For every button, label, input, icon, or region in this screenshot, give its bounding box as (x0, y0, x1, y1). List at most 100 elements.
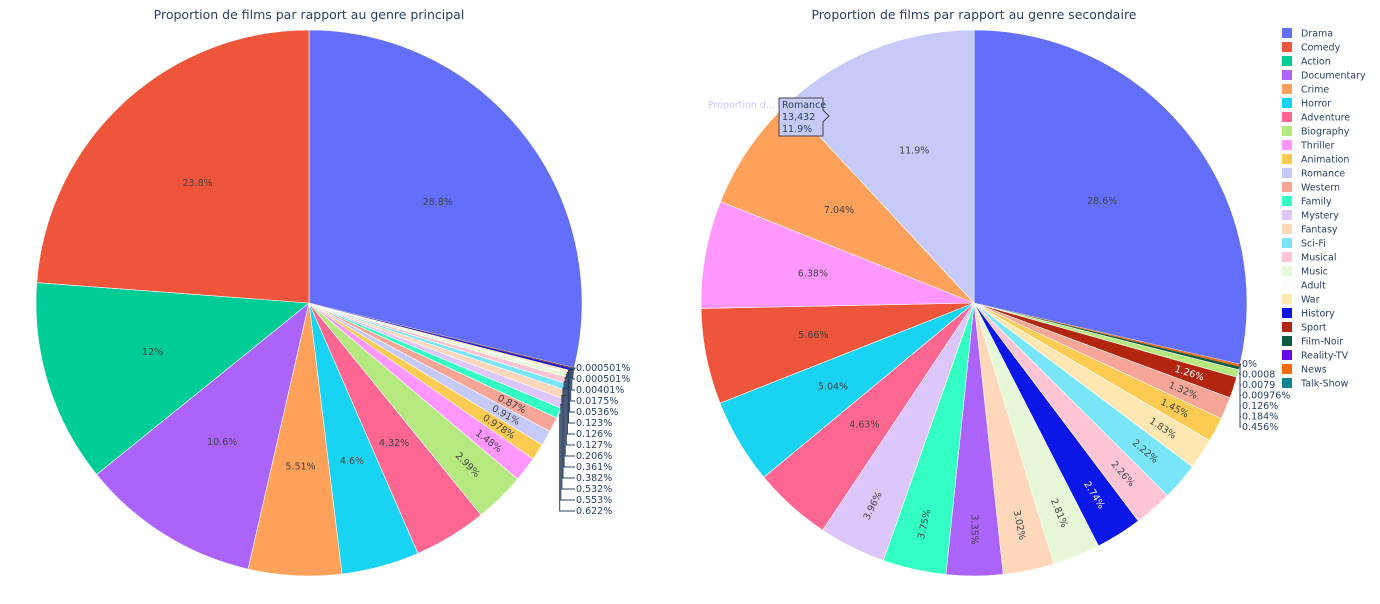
legend-item-musical[interactable]: Musical (1282, 252, 1337, 264)
legend-label: Romance (1301, 169, 1345, 180)
legend-item-adventure[interactable]: Adventure (1282, 112, 1350, 124)
slice-label-drama: 28.8% (423, 197, 453, 208)
hover-trace-name: Proportion d... (708, 100, 775, 111)
legend-item-adult[interactable]: Adult (1282, 280, 1326, 292)
slice-label-adventure: 4.63% (849, 420, 879, 431)
legend-swatch (1282, 154, 1292, 164)
pie-slice-talk-show[interactable] (309, 303, 575, 368)
pie-slice-news[interactable] (974, 303, 1240, 367)
legend-item-comedy[interactable]: Comedy (1282, 42, 1341, 54)
legend-label: Biography (1301, 127, 1350, 138)
leader-line (562, 387, 575, 479)
legend-label: Animation (1301, 155, 1349, 166)
legend-label: Talk-Show (1300, 379, 1348, 390)
legend-label: News (1301, 365, 1327, 376)
legend-swatch (1282, 280, 1292, 290)
legend-item-family[interactable]: Family (1282, 196, 1332, 208)
legend-item-reality-tv[interactable]: Reality-TV (1282, 350, 1349, 362)
leader-line (561, 394, 575, 490)
legend-swatch (1282, 56, 1292, 66)
legend-swatch (1282, 98, 1292, 108)
legend-label: War (1301, 295, 1320, 306)
slice-label-crime: 7.04% (824, 205, 854, 216)
legend-item-music[interactable]: Music (1282, 266, 1328, 278)
legend-item-sport[interactable]: Sport (1282, 322, 1327, 334)
legend-item-history[interactable]: History (1282, 308, 1335, 320)
legend-swatch (1282, 210, 1292, 220)
slice-label-fantasy: 0.532% (576, 484, 612, 495)
pie-slice-action[interactable] (35, 282, 310, 475)
legend-item-war[interactable]: War (1282, 294, 1320, 306)
slice-label-talk-show: 0.000501% (576, 363, 630, 374)
legend-item-romance[interactable]: Romance (1282, 168, 1345, 180)
legend-item-film-noir[interactable]: Film-Noir (1282, 336, 1343, 348)
pie-slice-history[interactable] (309, 303, 574, 372)
slice-label-romance: 11.9% (899, 146, 929, 157)
leader-line (568, 369, 575, 424)
legend-item-crime[interactable]: Crime (1282, 84, 1329, 96)
pie-slice-romance[interactable] (787, 29, 975, 304)
legend-item-sci-fi[interactable]: Sci-Fi (1282, 238, 1326, 250)
legend-swatch (1282, 126, 1292, 136)
pie-slice-war[interactable] (309, 303, 574, 374)
legend-swatch (1282, 350, 1292, 360)
pie-slice-reality-tv[interactable] (309, 303, 575, 368)
leader-line (563, 381, 575, 468)
slice-label-biography: 0.456% (1242, 422, 1278, 433)
pie-slice-reality-tv[interactable] (974, 303, 1241, 365)
pie-slice-documentary[interactable] (96, 302, 310, 570)
pie-slice-drama[interactable] (308, 29, 583, 369)
legend-item-biography[interactable]: Biography (1282, 126, 1350, 138)
legend-label: Adventure (1301, 113, 1350, 124)
legend-item-western[interactable]: Western (1282, 182, 1340, 194)
chart-title-primary: Proportion de films par rapport au genre… (154, 7, 465, 22)
pie-slice-drama[interactable] (973, 29, 1248, 365)
legend-item-fantasy[interactable]: Fantasy (1282, 224, 1338, 236)
legend-swatch (1282, 224, 1292, 234)
slice-label-adult: 0.127% (576, 440, 612, 451)
pie-slice-talk-show[interactable] (974, 303, 1241, 365)
legend-label: Mystery (1301, 211, 1339, 222)
legend-label: Music (1301, 267, 1328, 278)
legend-item-action[interactable]: Action (1282, 56, 1331, 68)
legend-label: Western (1301, 183, 1340, 194)
slice-label-comedy: 23.8% (183, 178, 213, 189)
slice-label-talk-show: 0.0008 (1242, 370, 1275, 381)
legend-label: Adult (1301, 281, 1326, 292)
pie-slice-sport[interactable] (309, 303, 575, 369)
legend-swatch (1282, 336, 1292, 346)
legend-item-talk-show[interactable]: Talk-Show (1282, 378, 1348, 390)
legend-label: Family (1301, 197, 1332, 208)
slice-label-crime: 5.51% (285, 462, 315, 473)
legend-item-animation[interactable]: Animation (1282, 154, 1349, 166)
legend-item-documentary[interactable]: Documentary (1282, 70, 1366, 82)
legend-label: Film-Noir (1301, 337, 1343, 348)
pie-slice-comedy[interactable] (36, 29, 310, 304)
slice-label-adventure: 4.32% (379, 438, 409, 449)
slice-label-documentary: 3.35% (968, 514, 979, 544)
slice-label-news: 0.000501% (576, 374, 630, 385)
legend-label: Crime (1301, 85, 1329, 96)
legend-item-horror[interactable]: Horror (1282, 98, 1331, 110)
legend-label: Sci-Fi (1301, 239, 1326, 250)
legend-label: Thriller (1300, 141, 1334, 152)
slice-label-film-noir: 0.184% (1242, 412, 1278, 423)
legend-item-news[interactable]: News (1282, 364, 1327, 376)
legend-item-thriller[interactable]: Thriller (1282, 140, 1334, 152)
legend-swatch (1282, 252, 1292, 262)
legend-label: Drama (1301, 29, 1333, 40)
leader-line (1238, 373, 1241, 428)
slice-label-reality-tv: 0.00401% (576, 385, 624, 396)
legend-item-mystery[interactable]: Mystery (1282, 210, 1339, 222)
pie-slice-action[interactable] (974, 303, 1241, 365)
leader-line (560, 403, 575, 501)
legend-item-drama[interactable]: Drama (1282, 28, 1333, 40)
pie-slice-film-noir[interactable] (309, 303, 575, 369)
hover-tooltip: Proportion d... Romance 13,432 11.9% (708, 97, 830, 137)
slice-label-war: 0.126% (576, 429, 612, 440)
legend-swatch (1282, 322, 1292, 332)
leader-line (564, 376, 575, 457)
legend-label: Sport (1301, 323, 1327, 334)
pie-slice-adult[interactable] (309, 303, 573, 376)
